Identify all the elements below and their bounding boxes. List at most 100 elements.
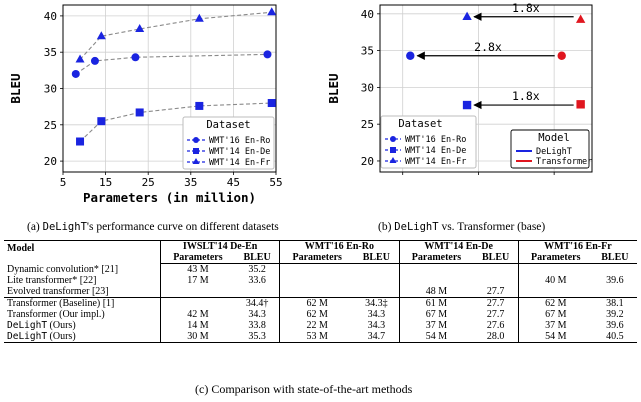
params-cell: 54 M	[517, 331, 593, 343]
group-header: IWSLT'14 De-En	[159, 240, 280, 252]
legend-entry: WMT'14 En-De	[209, 147, 270, 157]
params-cell	[279, 275, 355, 286]
bleu-cell: 35.3	[234, 331, 280, 343]
sub-header: BLEU	[234, 252, 280, 264]
tick-label-x: 15	[99, 176, 112, 189]
bleu-cell: 39.2	[606, 309, 624, 320]
legend-marker	[390, 136, 396, 142]
model-header: Model	[4, 240, 161, 264]
bleu-cell	[593, 286, 637, 298]
delight-point	[462, 100, 472, 110]
tick-label-y: 20	[361, 155, 374, 168]
bleu-cell	[354, 264, 399, 276]
data-point	[263, 50, 272, 59]
ratio-label: 1.8x	[512, 1, 540, 15]
params-cell	[398, 263, 474, 275]
bleu-cell: 33.6	[248, 275, 266, 286]
legend-model-title: Model	[538, 132, 570, 144]
bleu-cell	[354, 275, 399, 286]
tick-label-y: 40	[44, 10, 57, 23]
bleu-cell: 27.7	[473, 297, 519, 309]
model-name-cell: Lite transformer* [22]	[7, 275, 97, 286]
table-row: Transformer (Baseline) [1] 34.4† 62 M 34.3‡…	[4, 297, 637, 309]
bleu-cell	[235, 286, 280, 298]
legend-marker	[390, 147, 396, 153]
sub-header: Parameters	[279, 252, 355, 264]
params-cell: 43 M	[159, 263, 235, 275]
model-name-mono: DeLighT	[7, 331, 48, 342]
bleu-cell: 34.3	[248, 309, 266, 320]
tick-label-x: 55	[269, 176, 282, 189]
params-cell: 67 M	[398, 309, 474, 320]
tick-label-x: 25	[142, 176, 155, 189]
legend-box	[182, 116, 275, 170]
legend-entry: WMT'14 En-Fr	[405, 157, 466, 167]
data-point	[75, 54, 85, 63]
caption-b-prefix: (b)	[378, 221, 395, 233]
bleu-cell	[593, 264, 637, 276]
caption-a-suffix: 's performance curve on different datase…	[86, 221, 279, 233]
caption-a-prefix: (a)	[27, 221, 43, 233]
sub-header: Parameters	[159, 252, 235, 264]
model-name-cell: Transformer (Baseline) [1]	[4, 297, 161, 309]
plot-frame	[379, 4, 593, 173]
delight-point	[406, 51, 415, 60]
bleu-cell	[473, 264, 518, 276]
legend-dataset-title: Dataset	[398, 118, 442, 130]
params-cell	[159, 286, 235, 298]
model-name-cell: Evolved transformer [23]	[7, 286, 109, 297]
data-point	[194, 13, 204, 22]
tick-label-y: 25	[44, 119, 57, 132]
comparison-table: Model IWSLT'14 De-En WMT'16 En-Ro WMT'14…	[4, 240, 637, 343]
data-point	[90, 56, 99, 65]
legend-title: Dataset	[206, 119, 250, 131]
data-point	[267, 99, 276, 108]
legend-entry: WMT'16 En-Ro	[405, 135, 466, 145]
data-point	[267, 7, 277, 16]
table-row: Dynamic convolution* [21] 43 M 35.2	[4, 263, 637, 276]
params-cell: 22 M	[279, 320, 355, 331]
params-cell: 30 M	[159, 331, 235, 343]
data-point	[131, 53, 140, 62]
table-row: DeLighT (Ours) 14 M 33.8 22 M 34.3 37 M 27.6 37…	[4, 320, 637, 331]
bleu-cell: 33.8	[248, 320, 266, 331]
bleu-cell: 27.6	[486, 320, 505, 331]
chart-a: 5 15 25 35 45 55 20 25 30 35 40 Parameters (in mill…	[8, 4, 283, 205]
params-cell: 54 M	[398, 331, 474, 343]
bleu-cell: 27.7	[486, 309, 505, 320]
x-axis-label: Parameters (in million)	[83, 190, 256, 205]
transformer-point	[575, 14, 586, 23]
data-point	[135, 108, 144, 117]
sub-header: Parameters	[517, 252, 593, 264]
caption-b: (b) DeLighT vs. Transformer (base)	[378, 221, 545, 233]
tick-label-y: 35	[361, 45, 374, 58]
bleu-cell: 27.7	[486, 286, 505, 297]
bleu-cell: 28.0	[473, 331, 519, 343]
caption-a-mono: DeLighT	[42, 221, 87, 233]
params-cell	[517, 286, 593, 298]
group-header: WMT'16 En-Fr	[517, 240, 637, 252]
bleu-cell: 34.7	[354, 331, 400, 343]
transformer-point	[576, 100, 585, 109]
caption-b-suffix: vs. Transformer (base)	[438, 221, 546, 233]
caption-a: (a) DeLighT's performance curve on diffe…	[27, 221, 279, 233]
tick-label-y: 30	[361, 81, 374, 94]
data-point	[96, 31, 106, 40]
model-name-cell: Dynamic convolution* [21]	[7, 263, 119, 275]
delight-point	[462, 11, 472, 20]
bleu-cell: 34.4†	[234, 297, 280, 309]
params-cell	[279, 286, 355, 298]
bleu-cell: 39.6	[606, 320, 624, 331]
params-cell: 67 M	[517, 309, 593, 320]
params-cell	[517, 263, 593, 275]
table-row: Lite transformer* [22] 17 M 33.6 40 M 39.6	[4, 275, 637, 286]
legend-dataset-box	[380, 115, 477, 169]
params-cell: 53 M	[279, 331, 355, 343]
params-cell: 37 M	[517, 320, 593, 331]
ratio-label: 2.8x	[474, 40, 502, 54]
table-row: DeLighT (Ours) 30 M 35.3 53 M 34.7 54 M 28.0 54…	[4, 331, 637, 343]
group-header: WMT'14 En-De	[398, 240, 519, 252]
sub-header: Parameters	[398, 252, 474, 264]
transformer-point	[557, 51, 566, 60]
model-name-mono: DeLighT	[7, 320, 48, 331]
